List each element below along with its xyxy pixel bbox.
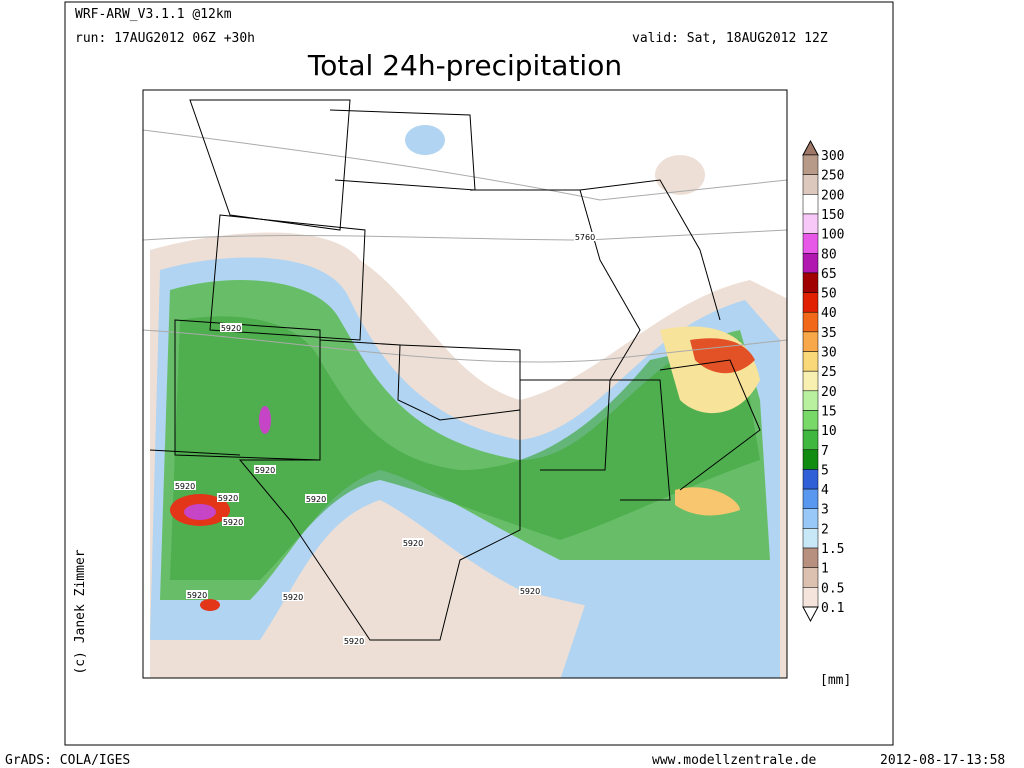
colorbar-label: 10 [821,424,837,439]
colorbar-bin [802,154,819,175]
colorbar-label: 3 [821,503,829,518]
contour-label: 5920 [283,593,303,602]
contour-label: 5920 [175,482,195,491]
colorbar-bin [802,508,819,529]
contour-label-bg [343,636,365,645]
colorbar-bin [802,488,819,509]
contour-label-bg [217,493,239,502]
colorbar-bin [802,429,819,451]
colorbar-label: 25 [821,365,837,380]
colorbar-bin [802,390,819,411]
colorbar-bin [802,233,819,254]
colorbar-label: 7 [821,444,829,459]
contour-label-bg [282,592,304,601]
colorbar-bin [802,331,819,352]
contour-label: 5920 [403,539,423,548]
colorbar-label: 0.5 [821,581,844,596]
contour-label-bg [254,465,276,474]
contour-label-bg [402,538,424,547]
contour-label: 5920 [221,324,241,333]
contour-label: 5920 [344,637,364,646]
colorbar-label: 80 [821,247,837,262]
colorbar-label: 1.5 [821,542,844,557]
colorbar-label: 40 [821,306,837,321]
contour-label: 5920 [187,591,207,600]
colorbar-cap [802,606,819,623]
map-title: Total 24h-precipitation [307,49,622,82]
frame [64,1,894,746]
legend-unit: [mm] [820,673,851,688]
contour-label-bg [220,323,242,332]
colorbar-bin [802,272,819,293]
colorbar-bin [802,213,819,234]
colorbar-bin [802,351,819,372]
contour-label-bg [305,494,327,503]
colorbar-bin [802,567,819,588]
contour-label: 5920 [255,466,275,475]
colorbar-bin [802,587,819,608]
colorbar-bin [802,174,819,195]
colorbar-bin [802,528,819,549]
colorbar-bin [802,469,819,490]
valid-label: valid: Sat, 18AUG2012 12Z [632,31,828,46]
colorbar-label: 65 [821,267,837,282]
contour-label-bg [174,481,196,490]
colorbar-label: 30 [821,346,837,361]
colorbar-label: 150 [821,208,844,223]
colorbar-label: 300 [821,149,844,164]
contour-label: 5760 [575,233,595,242]
colorbar-bin [802,253,819,274]
contour-label-bg [574,232,596,241]
colorbar-label: 15 [821,404,837,419]
colorbar-label: 200 [821,188,844,203]
map [142,89,788,679]
footer-left: GrADS: COLA/IGES [5,753,130,768]
footer-right: 2012-08-17-13:58 [880,753,1005,768]
colorbar-label: 4 [821,483,829,498]
colorbar-bin [802,370,819,392]
colorbar-label: 100 [821,228,844,243]
colorbar-bin [802,410,819,431]
model-label: WRF-ARW_V3.1.1 @12km [75,7,232,22]
footer-center: www.modellzentrale.de [652,753,817,768]
legend: 300 250 200 150 100 80 65 50 40 35 30 25 20 15 10 7 5 4 3 2… [802,139,844,623]
contour-label: 5920 [223,518,243,527]
colorbar-bin [802,449,819,470]
colorbar-label: 35 [821,326,837,341]
contour-label-bg [519,586,541,595]
credit: (c) Janek Zimmer [73,549,88,674]
contour-label: 5920 [520,587,540,596]
colorbar-bin [802,547,819,568]
contour-label-bg [222,517,244,526]
contour-labels: 5920 5920 5920 5920 5920 5920 5920 5920 5920 5920… [174,232,596,646]
colorbar-label: 50 [821,287,837,302]
contour-label: 5920 [218,494,238,503]
run-label: run: 17AUG2012 06Z +30h [75,31,255,46]
colorbar-label: 1 [821,562,829,577]
colorbar-label: 2 [821,522,829,537]
contour-label: 5920 [306,495,326,504]
colorbar-label: 20 [821,385,837,400]
colorbar-label: 250 [821,169,844,184]
colorbar-bin [802,311,819,333]
colorbar-cap [802,139,819,156]
colorbar-bin [802,292,819,313]
colorbar-label: 5 [821,463,829,478]
colorbar-bin [802,194,819,215]
contour-label-bg [186,590,208,599]
colorbar-label: 0.1 [821,601,844,616]
